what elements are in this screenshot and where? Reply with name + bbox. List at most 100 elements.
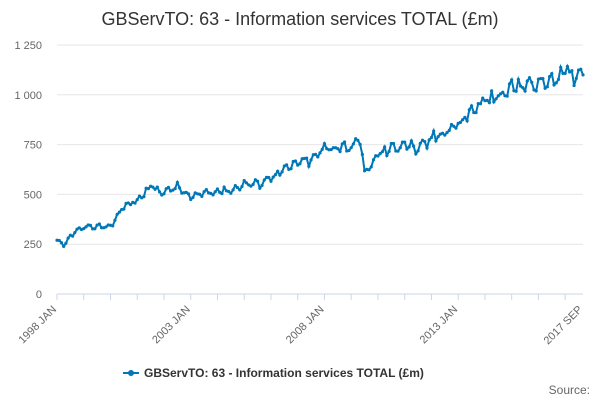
data-point[interactable] <box>173 186 177 191</box>
data-point[interactable] <box>251 182 255 186</box>
data-point[interactable] <box>242 178 246 183</box>
data-point[interactable] <box>572 83 576 88</box>
data-point[interactable] <box>465 119 469 123</box>
data-point[interactable] <box>461 118 465 122</box>
data-point[interactable] <box>97 222 101 226</box>
data-point[interactable] <box>202 190 206 194</box>
data-point[interactable] <box>554 81 558 85</box>
series-path[interactable] <box>56 63 584 249</box>
data-point[interactable] <box>539 76 543 81</box>
data-point[interactable] <box>574 76 578 80</box>
data-point[interactable] <box>570 69 574 73</box>
data-point[interactable] <box>64 241 68 245</box>
data-point[interactable] <box>162 192 166 196</box>
data-point[interactable] <box>527 76 532 80</box>
data-point[interactable] <box>356 138 360 142</box>
data-point[interactable] <box>400 140 405 144</box>
data-point[interactable] <box>171 188 175 192</box>
data-point[interactable] <box>505 94 509 98</box>
data-point[interactable] <box>376 154 380 158</box>
data-point[interactable] <box>157 190 162 194</box>
data-point[interactable] <box>547 75 552 79</box>
data-point[interactable] <box>516 77 520 82</box>
data-point[interactable] <box>396 149 400 153</box>
data-point[interactable] <box>213 190 217 194</box>
data-point[interactable] <box>398 146 402 150</box>
data-point[interactable] <box>137 194 142 198</box>
data-point[interactable] <box>407 145 411 149</box>
data-point[interactable] <box>66 236 70 240</box>
data-point[interactable] <box>309 158 313 162</box>
data-point[interactable] <box>490 89 494 93</box>
data-point[interactable] <box>244 181 249 185</box>
data-point[interactable] <box>93 227 97 231</box>
data-point[interactable] <box>264 175 269 179</box>
data-point[interactable] <box>561 71 565 75</box>
data-point[interactable] <box>454 126 458 130</box>
data-point[interactable] <box>258 186 262 190</box>
data-point[interactable] <box>416 149 420 153</box>
data-point[interactable] <box>581 73 585 77</box>
data-point[interactable] <box>552 83 556 87</box>
data-point[interactable] <box>412 144 416 148</box>
data-point[interactable] <box>115 212 119 216</box>
data-point[interactable] <box>418 141 422 145</box>
data-point[interactable] <box>414 152 418 156</box>
data-point[interactable] <box>117 210 122 214</box>
data-point[interactable] <box>273 173 278 177</box>
data-point[interactable] <box>142 194 146 199</box>
data-point[interactable] <box>189 197 193 202</box>
data-point[interactable] <box>329 148 333 152</box>
data-point[interactable] <box>59 241 64 245</box>
data-point[interactable] <box>545 85 549 89</box>
data-point[interactable] <box>276 169 280 173</box>
data-point[interactable] <box>220 192 224 196</box>
data-point[interactable] <box>541 76 545 81</box>
data-point[interactable] <box>423 139 427 144</box>
data-point[interactable] <box>211 193 215 197</box>
data-point[interactable] <box>452 124 456 128</box>
data-point[interactable] <box>177 186 182 190</box>
data-point[interactable] <box>474 111 478 115</box>
data-point[interactable] <box>498 92 503 96</box>
data-point[interactable] <box>255 179 260 183</box>
data-point[interactable] <box>358 142 362 146</box>
data-point[interactable] <box>351 142 356 146</box>
data-point[interactable] <box>307 164 311 168</box>
data-point[interactable] <box>260 183 264 187</box>
data-point[interactable] <box>222 185 226 189</box>
data-point[interactable] <box>57 238 61 243</box>
data-point[interactable] <box>231 188 235 192</box>
data-point[interactable] <box>316 155 320 159</box>
data-point[interactable] <box>151 185 155 189</box>
data-point[interactable] <box>525 79 529 83</box>
data-point[interactable] <box>432 129 436 133</box>
data-point[interactable] <box>155 185 159 189</box>
data-point[interactable] <box>405 147 409 151</box>
data-point[interactable] <box>77 226 81 230</box>
data-point[interactable] <box>166 185 171 189</box>
data-point[interactable] <box>133 201 137 205</box>
data-point[interactable] <box>429 135 434 140</box>
data-point[interactable] <box>84 225 88 229</box>
data-point[interactable] <box>204 188 208 192</box>
data-point[interactable] <box>122 207 126 211</box>
data-point[interactable] <box>449 122 454 127</box>
data-point[interactable] <box>485 98 489 103</box>
data-point[interactable] <box>543 86 547 90</box>
data-point[interactable] <box>342 140 347 144</box>
data-point[interactable] <box>240 184 244 189</box>
data-point[interactable] <box>360 152 364 157</box>
data-point[interactable] <box>380 150 385 154</box>
data-point[interactable] <box>331 146 335 150</box>
data-point[interactable] <box>153 187 157 191</box>
data-point[interactable] <box>559 65 563 69</box>
data-point[interactable] <box>113 218 117 222</box>
data-point[interactable] <box>191 195 195 200</box>
data-point[interactable] <box>563 71 567 75</box>
data-point[interactable] <box>267 175 271 180</box>
data-point[interactable] <box>71 234 75 238</box>
data-point[interactable] <box>229 191 233 195</box>
data-point[interactable] <box>367 168 371 172</box>
series-line[interactable] <box>55 63 585 249</box>
